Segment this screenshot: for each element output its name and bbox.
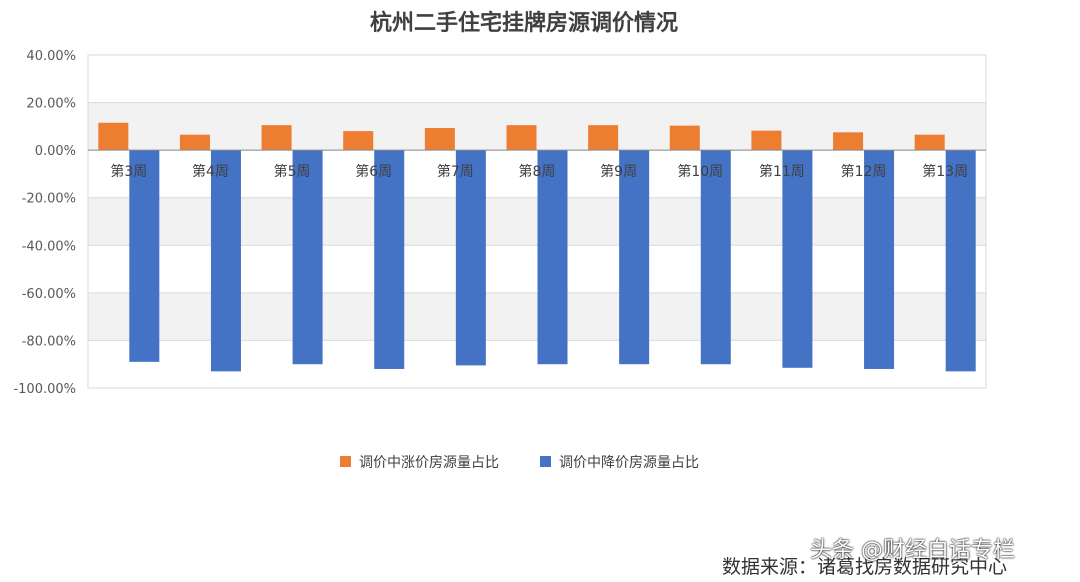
bar-price-up: [179, 134, 210, 151]
bar-price-up: [588, 125, 619, 151]
x-category-label: 第11周: [759, 163, 805, 180]
bar-price-up: [833, 132, 864, 151]
x-category-label: 第7周: [437, 163, 474, 180]
x-category-label: 第13周: [922, 163, 968, 180]
y-tick-label: -40.00%: [22, 239, 76, 254]
legend-label-up: 调价中涨价房源量占比: [359, 455, 499, 471]
x-category-label: 第3周: [110, 163, 147, 180]
data-source-note: 数据来源：诸葛找房数据研究中心: [722, 556, 1008, 578]
bar-price-down: [537, 150, 568, 365]
y-tick-label: 40.00%: [26, 49, 76, 64]
x-category-label: 第12周: [841, 163, 887, 180]
y-tick-label: 20.00%: [26, 97, 76, 112]
bar-price-up: [669, 125, 700, 151]
grid-band: [88, 55, 986, 103]
bar-price-down: [129, 150, 160, 362]
x-category-label: 第8周: [519, 163, 556, 180]
bar-price-down: [782, 150, 813, 368]
bar-price-down: [210, 150, 241, 372]
x-category-label: 第5周: [274, 163, 311, 180]
y-tick-label: -80.00%: [22, 334, 76, 349]
bar-price-down: [455, 150, 486, 366]
legend: 调价中涨价房源量占比 调价中降价房源量占比: [340, 455, 699, 471]
bar-price-up: [343, 131, 374, 151]
bar-price-down: [700, 150, 731, 365]
y-tick-label: 0.00%: [35, 144, 76, 159]
chart-title: 杭州二手住宅挂牌房源调价情况: [370, 10, 678, 36]
bar-price-up: [751, 130, 782, 151]
plot-area: 40.00% 20.00% 0.00% -20.00% -40.00% -60.00% -8…: [13, 49, 987, 397]
x-category-label: 第4周: [192, 163, 229, 180]
y-tick-label: -60.00%: [22, 287, 76, 302]
bar-price-down: [619, 150, 650, 365]
y-tick-label: -20.00%: [22, 192, 76, 207]
bar-price-down: [864, 150, 895, 369]
watermark: 头条 @财经白话专栏: [810, 538, 1015, 563]
bar-price-up: [98, 122, 129, 151]
bar-price-up: [424, 128, 455, 151]
bar-price-up: [914, 134, 945, 151]
x-category-label: 第6周: [355, 163, 392, 180]
legend-swatch-down: [540, 456, 551, 467]
bar-price-up: [506, 125, 537, 151]
bar-price-down: [292, 150, 323, 365]
x-category-label: 第9周: [600, 163, 637, 180]
bar-price-down: [374, 150, 405, 369]
bar-price-down: [945, 150, 976, 372]
legend-swatch-up: [340, 456, 351, 467]
bar-price-up: [261, 125, 292, 151]
x-category-label: 第10周: [677, 163, 723, 180]
y-tick-label: -100.00%: [13, 382, 76, 397]
plot-border: [87, 54, 987, 389]
legend-label-down: 调价中降价房源量占比: [559, 455, 699, 471]
